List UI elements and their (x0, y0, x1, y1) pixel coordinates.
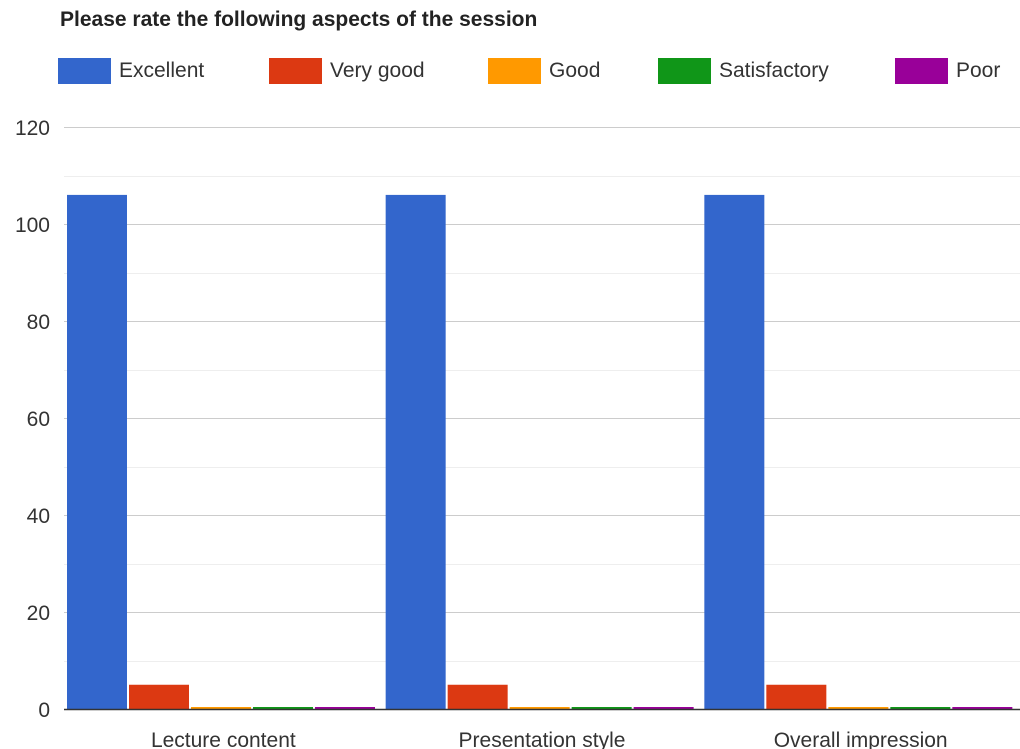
bar (129, 684, 189, 709)
legend-swatch-good (488, 58, 541, 84)
bar (253, 707, 313, 709)
legend-swatch-poor (895, 58, 948, 84)
bar (952, 707, 1013, 709)
chart-title: Please rate the following aspects of the… (60, 8, 538, 31)
bar (571, 707, 632, 709)
bar (447, 684, 508, 709)
legend-item-good[interactable]: Good (488, 56, 600, 86)
bar (509, 707, 570, 709)
y-tick-label: 0 (38, 699, 50, 722)
legend-label-poor: Poor (956, 59, 1001, 82)
y-tick-label: 20 (27, 602, 50, 625)
bar (315, 707, 375, 709)
legend-label-excellent: Excellent (119, 59, 205, 82)
bar (890, 707, 951, 709)
legend-item-excellent[interactable]: Excellent (58, 56, 204, 86)
bar (67, 194, 127, 709)
y-tick-label: 80 (27, 311, 50, 334)
legend-label-satisfactory: Satisfactory (719, 59, 829, 82)
x-tick-label: Overall impression (774, 729, 948, 749)
legend-swatch-satisfactory (658, 58, 711, 84)
bar (828, 707, 889, 709)
legend-label-good: Good (549, 59, 601, 82)
bar (633, 707, 694, 709)
legend-swatch-very-good (269, 58, 322, 84)
x-tick-label: Presentation style (459, 729, 626, 749)
bar (704, 194, 765, 709)
bar (766, 684, 827, 709)
bar (385, 194, 446, 709)
legend-item-very-good[interactable]: Very good (269, 56, 425, 86)
y-tick-label: 60 (27, 408, 50, 431)
legend-item-poor[interactable]: Poor (895, 56, 1000, 86)
bar (191, 707, 251, 709)
y-tick-label: 100 (15, 214, 50, 237)
y-tick-label: 120 (15, 117, 50, 140)
legend-swatch-excellent (58, 58, 111, 84)
legend-item-satisfactory[interactable]: Satisfactory (658, 56, 829, 86)
x-tick-label: Lecture content (151, 729, 296, 749)
y-tick-label: 40 (27, 505, 50, 528)
legend-label-very-good: Very good (330, 59, 425, 82)
